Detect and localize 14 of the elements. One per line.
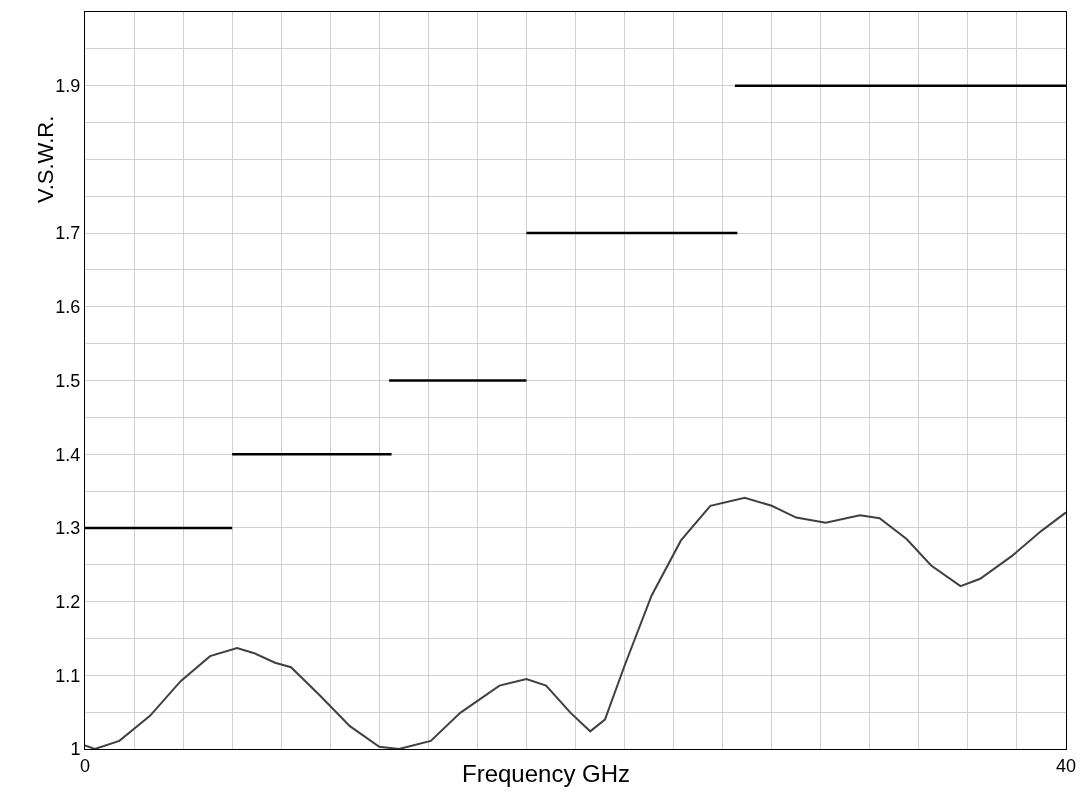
x-axis-title: Frequency GHz [462,760,631,787]
y-tick-label: 1.1 [55,665,81,686]
y-tick-label: 1.4 [55,444,81,465]
y-tick-label: 1.2 [55,591,81,612]
x-tick-label: 40 [1055,755,1077,776]
y-tick-label: 1.9 [55,76,81,96]
y-tick-label: 1.5 [55,370,81,391]
y-axis-title: V.S.W.R. [33,115,59,203]
y-tick-label: 1.3 [55,518,81,539]
x-tick-label: 0 [79,755,91,776]
line-series [85,496,1066,749]
y-tick-label: 1.7 [55,223,81,244]
y-tick-label: 1.6 [55,297,81,318]
y-tick-label: 1 [70,739,81,760]
